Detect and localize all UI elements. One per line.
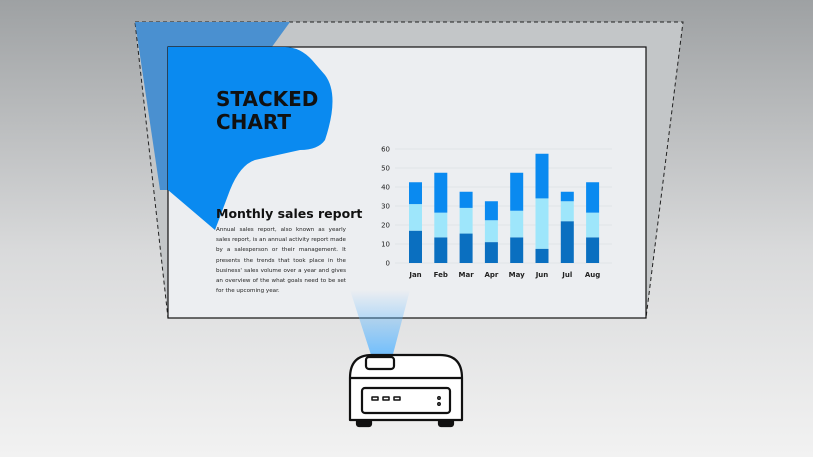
x-tick-label: Jun: [535, 271, 549, 279]
y-tick-label: 40: [381, 184, 390, 192]
slide-title: STACKED CHART: [216, 87, 319, 134]
x-tick-label: May: [509, 271, 525, 279]
bar-segment: [409, 230, 422, 263]
projector-light-beam: [350, 290, 410, 358]
y-tick-label: 60: [381, 146, 390, 154]
slide-blue-blob: [168, 47, 333, 230]
bar-segment: [560, 191, 574, 202]
stacked-bar-chart: 0 10 20 30 40 50 60 Jan Feb Mar Apr May Jun Jul Aug: [381, 146, 612, 279]
slide-body-text: Annual sales report, also known as yearl…: [216, 227, 346, 295]
slide-subtitle: Monthly sales report: [216, 206, 363, 221]
bar-segment: [535, 248, 549, 263]
y-tick-label: 10: [381, 241, 390, 249]
bar-segment: [484, 220, 498, 243]
x-tick-label: Feb: [434, 271, 448, 279]
bar-segment: [560, 221, 574, 263]
bar-segment: [535, 153, 549, 199]
x-tick-label: Jul: [561, 271, 572, 279]
y-tick-label: 30: [381, 203, 390, 211]
bar-segment: [434, 237, 448, 263]
x-tick-label: Mar: [459, 271, 475, 279]
bar-segment: [409, 182, 422, 205]
x-tick-label: Aug: [585, 271, 600, 279]
bar-segment: [484, 242, 498, 263]
y-tick-label: 0: [386, 260, 390, 268]
bar-segment: [586, 237, 600, 263]
bar-segment: [510, 237, 524, 263]
bar-segment: [434, 172, 448, 213]
bar-segment: [560, 201, 574, 222]
bar-segment: [409, 204, 422, 231]
bar-segment: [535, 198, 549, 249]
bar-segment: [510, 172, 524, 211]
bar-segment: [434, 212, 448, 238]
bar-segment: [484, 201, 498, 221]
bar-segment: [510, 210, 524, 238]
bar-segment: [586, 212, 600, 238]
x-tick-label: Jan: [408, 271, 421, 279]
projector-icon: [348, 353, 464, 428]
bar-segment: [586, 182, 600, 213]
y-tick-label: 20: [381, 222, 390, 230]
x-tick-label: Apr: [484, 271, 498, 279]
bar-segment: [459, 233, 473, 263]
bar-segment: [459, 207, 473, 234]
y-tick-label: 50: [381, 165, 390, 173]
bar-segment: [459, 191, 473, 208]
